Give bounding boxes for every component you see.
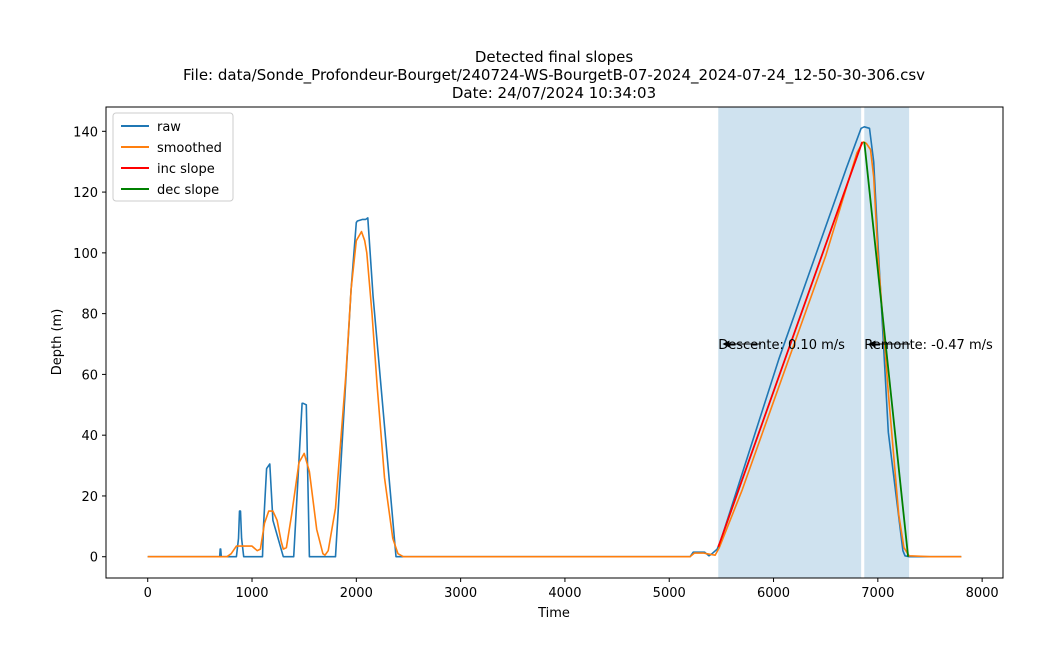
y-tick-label-20: 20 bbox=[81, 490, 98, 505]
highlight-spans bbox=[718, 107, 910, 578]
x-tick-label-0: 0 bbox=[144, 586, 152, 601]
axis-ticks: 0 1000 2000 3000 4000 5000 6000 7000 8000 0 20 40 60… bbox=[73, 125, 999, 601]
y-axis-label: Depth (m) bbox=[50, 309, 65, 376]
x-tick-label-8000: 8000 bbox=[966, 586, 999, 601]
axes-frame bbox=[105, 106, 1004, 579]
x-tick-label-5000: 5000 bbox=[653, 586, 686, 601]
series-lines bbox=[147, 126, 962, 558]
legend-label-smoothed: smoothed bbox=[157, 141, 222, 156]
annotation-text-1: Descente: 0.10 m/s bbox=[718, 338, 845, 353]
y-tick-label-0: 0 bbox=[90, 551, 98, 566]
legend-label-dec-slope: dec slope bbox=[157, 183, 219, 198]
x-tick-label-6000: 6000 bbox=[757, 586, 790, 601]
series-inc-slope bbox=[717, 141, 864, 548]
series-raw bbox=[147, 126, 962, 558]
highlight-span-1 bbox=[718, 107, 862, 578]
y-tick-label-60: 60 bbox=[81, 368, 98, 383]
legend-label-inc-slope: inc slope bbox=[157, 162, 215, 177]
annotations: Descente: 0.10 m/s Remonte: -0.47 m/s bbox=[718, 338, 993, 353]
legend-label-raw: raw bbox=[157, 120, 181, 135]
x-tick-label-1000: 1000 bbox=[235, 586, 268, 601]
annotation-text-2: Remonte: -0.47 m/s bbox=[864, 338, 993, 353]
title-line-1: Detected final slopes bbox=[475, 48, 634, 66]
y-tick-label-80: 80 bbox=[81, 308, 98, 323]
chart-title: Detected final slopes File: data/Sonde_P… bbox=[183, 48, 925, 102]
title-line-3: Date: 24/07/2024 10:34:03 bbox=[452, 84, 656, 102]
x-tick-label-7000: 7000 bbox=[861, 586, 894, 601]
x-tick-label-2000: 2000 bbox=[340, 586, 373, 601]
annotation-arrow-head-1 bbox=[722, 340, 730, 348]
x-tick-label-4000: 4000 bbox=[548, 586, 581, 601]
annotation-arrow-head-2 bbox=[868, 340, 876, 348]
series-dec-slope bbox=[863, 141, 909, 557]
x-tick-label-3000: 3000 bbox=[444, 586, 477, 601]
plot-frame bbox=[105, 106, 1004, 579]
legend: raw smoothed inc slope dec slope bbox=[112, 112, 234, 202]
y-tick-label-120: 120 bbox=[73, 186, 98, 201]
title-line-2: File: data/Sonde_Profondeur-Bourget/2407… bbox=[183, 66, 925, 85]
legend-box bbox=[112, 112, 234, 202]
y-tick-label-140: 140 bbox=[73, 125, 98, 140]
y-tick-label-40: 40 bbox=[81, 429, 98, 444]
y-tick-label-100: 100 bbox=[73, 247, 98, 262]
x-axis-label: Time bbox=[537, 606, 570, 621]
